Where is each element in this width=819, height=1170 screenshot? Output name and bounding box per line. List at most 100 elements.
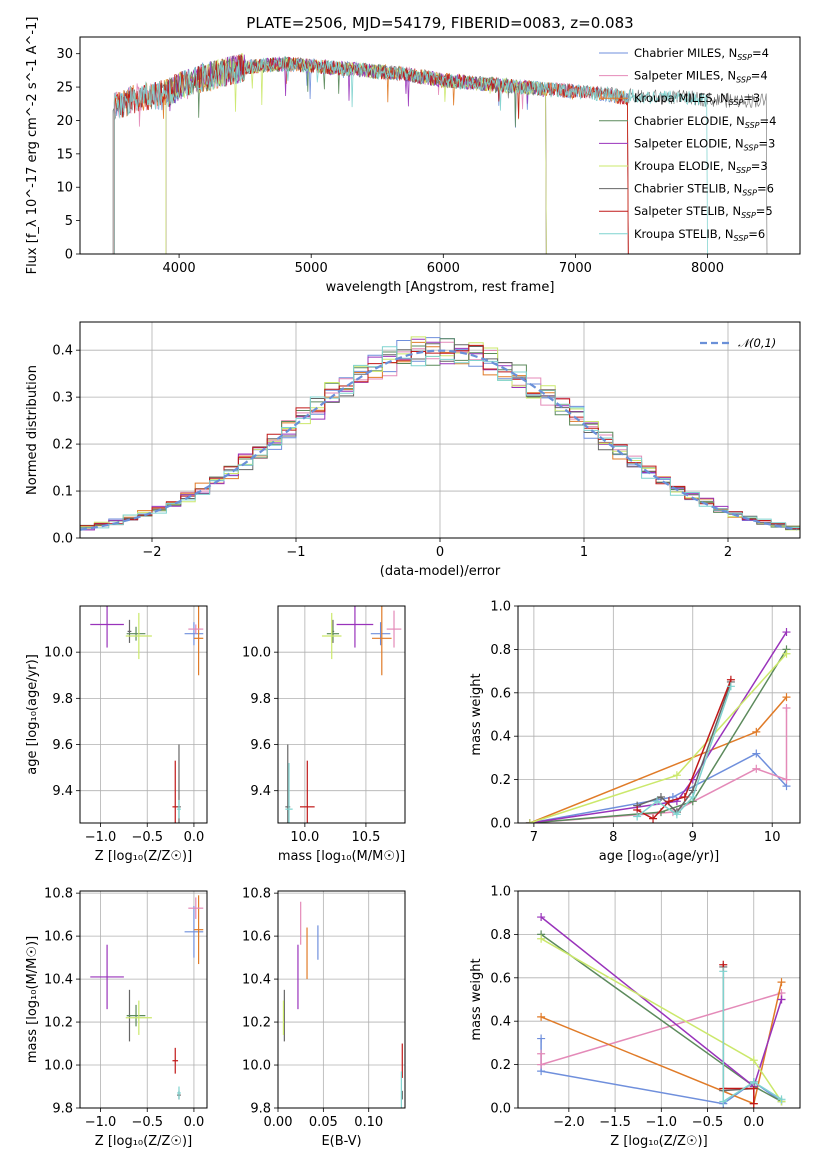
y-axis-label: Flux [f_λ 10^-17 erg cm^-2 s^-1 A^-1] [25,17,40,275]
y-tick-label: 9.8 [250,1102,271,1117]
series-marker [726,682,735,691]
y-tick-label: 25 [56,81,73,96]
x-tick-label: 6000 [427,261,460,276]
y-tick-label: 30 [56,47,73,62]
legend-label-part: =6 [757,182,774,196]
grid-lines [518,605,800,824]
axes-frame [517,890,801,1109]
legend-label: Salpeter MILES, NSSP=4 [634,69,768,85]
chart-title: PLATE=2506, MJD=54179, FIBERID=0083, z=0… [246,14,633,32]
series-marker [664,797,673,806]
legend-label-part: Chabrier MILES, N [634,46,737,60]
series-marker [752,727,761,736]
x-axis-label: E(B-V) [321,1134,361,1149]
y-tick-label: 10.6 [44,930,73,945]
y-tick-label: 9.8 [52,692,73,707]
legend-label-part: Salpeter STELIB, N [634,204,741,218]
y-tick-label: 0.1 [52,485,73,500]
y-tick-label: 0.2 [490,1058,511,1073]
legend-label-part: =6 [748,227,765,241]
x-axis-label: Z [log₁₀(Z/Z☉)] [610,1134,707,1149]
series-line [529,708,788,823]
series-marker [749,1077,758,1086]
legend-label: Chabrier STELIB, NSSP=6 [634,182,774,198]
y-tick-label: 1.0 [490,885,511,900]
spectrum-series-line [165,54,547,254]
series-marker [653,797,662,806]
series-marker [649,814,658,823]
legend-label: Salpeter STELIB, NSSP=5 [634,204,773,220]
spectrum-series-line [113,54,629,254]
legend-label-sub: SSP [737,53,752,62]
histogram-series [80,344,800,533]
legend-label-sub: SSP [742,189,757,198]
y-tick-label: 10 [56,181,73,196]
legend-label-part: Chabrier ELODIE, N [634,114,745,128]
massweight-vs-Z-panel: −2.0 −1.5 −1.0 −0.5 0.0 0.0 0.2 0.4 0.6 0.8 1.0 Z [… [469,885,801,1149]
y-axis-label: mass weight [469,673,484,755]
axes-frame [79,605,208,824]
y-tick-label: 10.8 [44,887,73,902]
series-marker [719,967,728,976]
series-line [722,967,755,1092]
spectrum-panel: 4000 5000 6000 7000 8000 0 5 10 15 20 25 30 waveleng… [25,14,801,295]
x-tick-label: −1.0 [646,1115,678,1130]
series-line [529,631,788,823]
legend-label-sub: SSP [729,98,744,107]
x-axis-label: Z [log₁₀(Z/Z☉)] [95,1134,192,1149]
plot-area [90,606,204,823]
plot-area [90,895,204,1100]
x-tick-label: 0.0 [743,1115,764,1130]
series-marker [752,764,761,773]
legend-label-sub: SSP [736,166,751,175]
x-axis-label: Z [log₁₀(Z/Z☉)] [95,849,192,864]
legend-label-sub: SSP [744,143,759,152]
axes-frame [277,605,406,824]
grid-lines [278,606,405,823]
x-tick-label: 10.5 [351,830,380,845]
legend-label-part: Kroupa ELODIE, N [634,159,736,173]
series-marker [752,749,761,758]
y-tick-label: 10.0 [44,646,73,661]
x-tick-label: 0.00 [264,1115,293,1130]
y-tick-label: 9.6 [250,738,271,753]
y-tick-label: 0.0 [490,817,511,832]
series-marker [688,792,697,801]
x-tick-label: 1 [580,545,588,560]
y-tick-label: 1.0 [490,600,511,615]
y-tick-label: 9.8 [250,692,271,707]
legend-label: Kroupa MILES, NSSP=3 [634,91,760,107]
legend-label-part: =3 [751,159,768,173]
y-tick-label: 0.0 [490,1102,511,1117]
legend-label-part: Salpeter MILES, N [634,69,736,83]
y-tick-label: 0.2 [490,773,511,788]
x-tick-label: −0.5 [131,1115,163,1130]
x-axis-label: wavelength [Angstrom, rest frame] [326,280,555,295]
series-line [529,752,788,823]
spectrum-plot-area [112,52,768,254]
x-tick-label: 7000 [559,261,592,276]
series-marker [777,978,786,987]
series-marker [782,775,791,784]
y-tick-label: 9.6 [52,738,73,753]
y-tick-label: 0.8 [490,928,511,943]
residuals-plot-area [80,336,800,534]
x-tick-label: −1.0 [85,830,117,845]
residuals-panel: −2 −1 0 1 2 0.0 0.1 0.2 0.3 0.4 (data-model)/error… [25,321,801,579]
x-tick-label: 8 [609,830,617,845]
legend-label: Kroupa STELIB, NSSP=6 [634,227,765,243]
legend-label-part: Kroupa MILES, N [634,91,729,105]
axes-frame [79,36,801,255]
legend-label-part: Kroupa STELIB, N [634,227,734,241]
series-marker [672,771,681,780]
x-tick-label: 9 [689,830,697,845]
grid-lines [277,891,405,1109]
y-tick-label: 0.4 [490,1015,511,1030]
x-tick-label: 0.10 [354,1115,383,1130]
age-vs-Z-panel: −1.0 −0.5 0.0 9.4 9.6 9.8 10.0 Z [log₁₀(Z/Z☉)] a… [25,605,208,864]
legend-label-part: =3 [758,136,775,150]
y-tick-label: 10.0 [44,1059,73,1074]
series-marker [719,1097,728,1106]
series-marker [537,1049,546,1058]
